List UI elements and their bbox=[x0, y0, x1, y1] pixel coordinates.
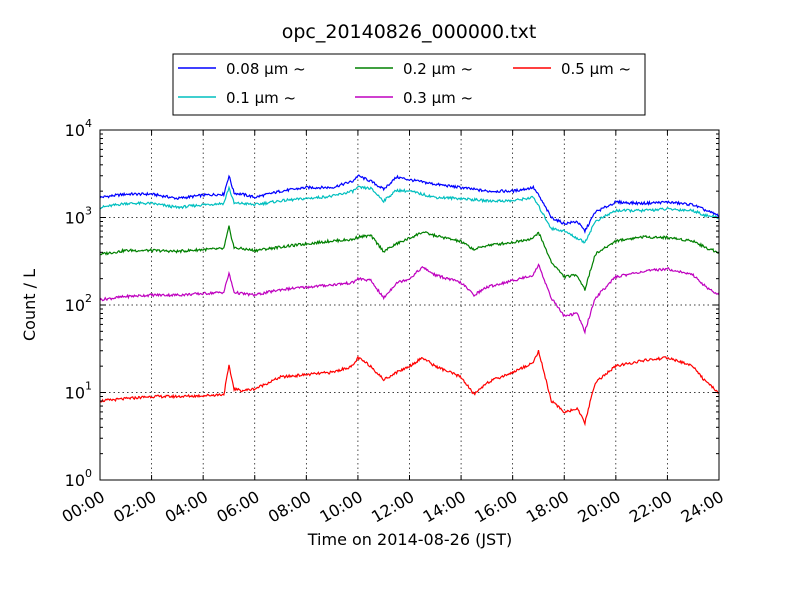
gridlines bbox=[100, 130, 719, 480]
y-tick-exponent: 4 bbox=[85, 117, 92, 130]
y-tick-label: 103 bbox=[65, 205, 92, 228]
x-tick-label: 10:00 bbox=[316, 487, 365, 527]
legend-box bbox=[172, 53, 646, 116]
x-tick-label: 14:00 bbox=[420, 487, 469, 527]
y-axis-label: Count / L bbox=[20, 269, 39, 341]
x-tick-label: 22:00 bbox=[626, 487, 675, 527]
plot-series bbox=[99, 174, 720, 427]
y-tick-base: 10 bbox=[65, 296, 85, 315]
legend-label: 0.5 μm ~ bbox=[561, 60, 631, 78]
series-line bbox=[99, 185, 720, 244]
x-axis-label: Time on 2014-08-26 (JST) bbox=[307, 530, 512, 549]
x-tick-label: 04:00 bbox=[162, 487, 211, 527]
x-tick-label: 24:00 bbox=[678, 487, 727, 527]
y-tick-label: 102 bbox=[65, 292, 92, 315]
chart-title: opc_20140826_000000.txt bbox=[282, 21, 537, 43]
y-tick-label: 104 bbox=[65, 117, 92, 140]
y-tick-base: 10 bbox=[65, 471, 85, 490]
y-tick-label: 100 bbox=[65, 467, 92, 490]
y-tick-base: 10 bbox=[65, 209, 85, 228]
x-tick-label: 08:00 bbox=[265, 487, 314, 527]
y-tick-exponent: 3 bbox=[85, 205, 92, 218]
x-tick-label: 00:00 bbox=[59, 487, 108, 527]
x-tick-label: 16:00 bbox=[471, 487, 520, 527]
x-tick-label: 12:00 bbox=[368, 487, 417, 527]
x-tick-label: 20:00 bbox=[574, 487, 623, 527]
x-tick-label: 18:00 bbox=[523, 487, 572, 527]
x-tick-label: 06:00 bbox=[213, 487, 262, 527]
series-line bbox=[99, 225, 720, 291]
series-line bbox=[99, 263, 720, 335]
axis-ticks bbox=[99, 129, 720, 481]
y-tick-exponent: 1 bbox=[85, 380, 92, 393]
series-line bbox=[99, 349, 720, 427]
legend-label: 0.2 μm ~ bbox=[403, 60, 473, 78]
y-tick-base: 10 bbox=[65, 384, 85, 403]
y-tick-exponent: 2 bbox=[85, 292, 92, 305]
y-tick-label: 101 bbox=[65, 380, 92, 403]
legend-label: 0.3 μm ~ bbox=[403, 89, 473, 107]
x-tick-label: 02:00 bbox=[110, 487, 159, 527]
legend: 0.08 μm ~ 0.1 μm ~ 0.2 μm ~ 0.3 μm ~ 0.5 μm … bbox=[172, 53, 646, 116]
y-tick-base: 10 bbox=[65, 121, 85, 140]
x-tick-labels: 00:00 02:00 04:00 06:00 08:00 10:00 12:00 14:00… bbox=[59, 487, 727, 527]
legend-label: 0.1 μm ~ bbox=[226, 89, 296, 107]
series-line bbox=[99, 174, 720, 235]
legend-label: 0.08 μm ~ bbox=[226, 60, 306, 78]
y-tick-exponent: 0 bbox=[85, 467, 92, 480]
